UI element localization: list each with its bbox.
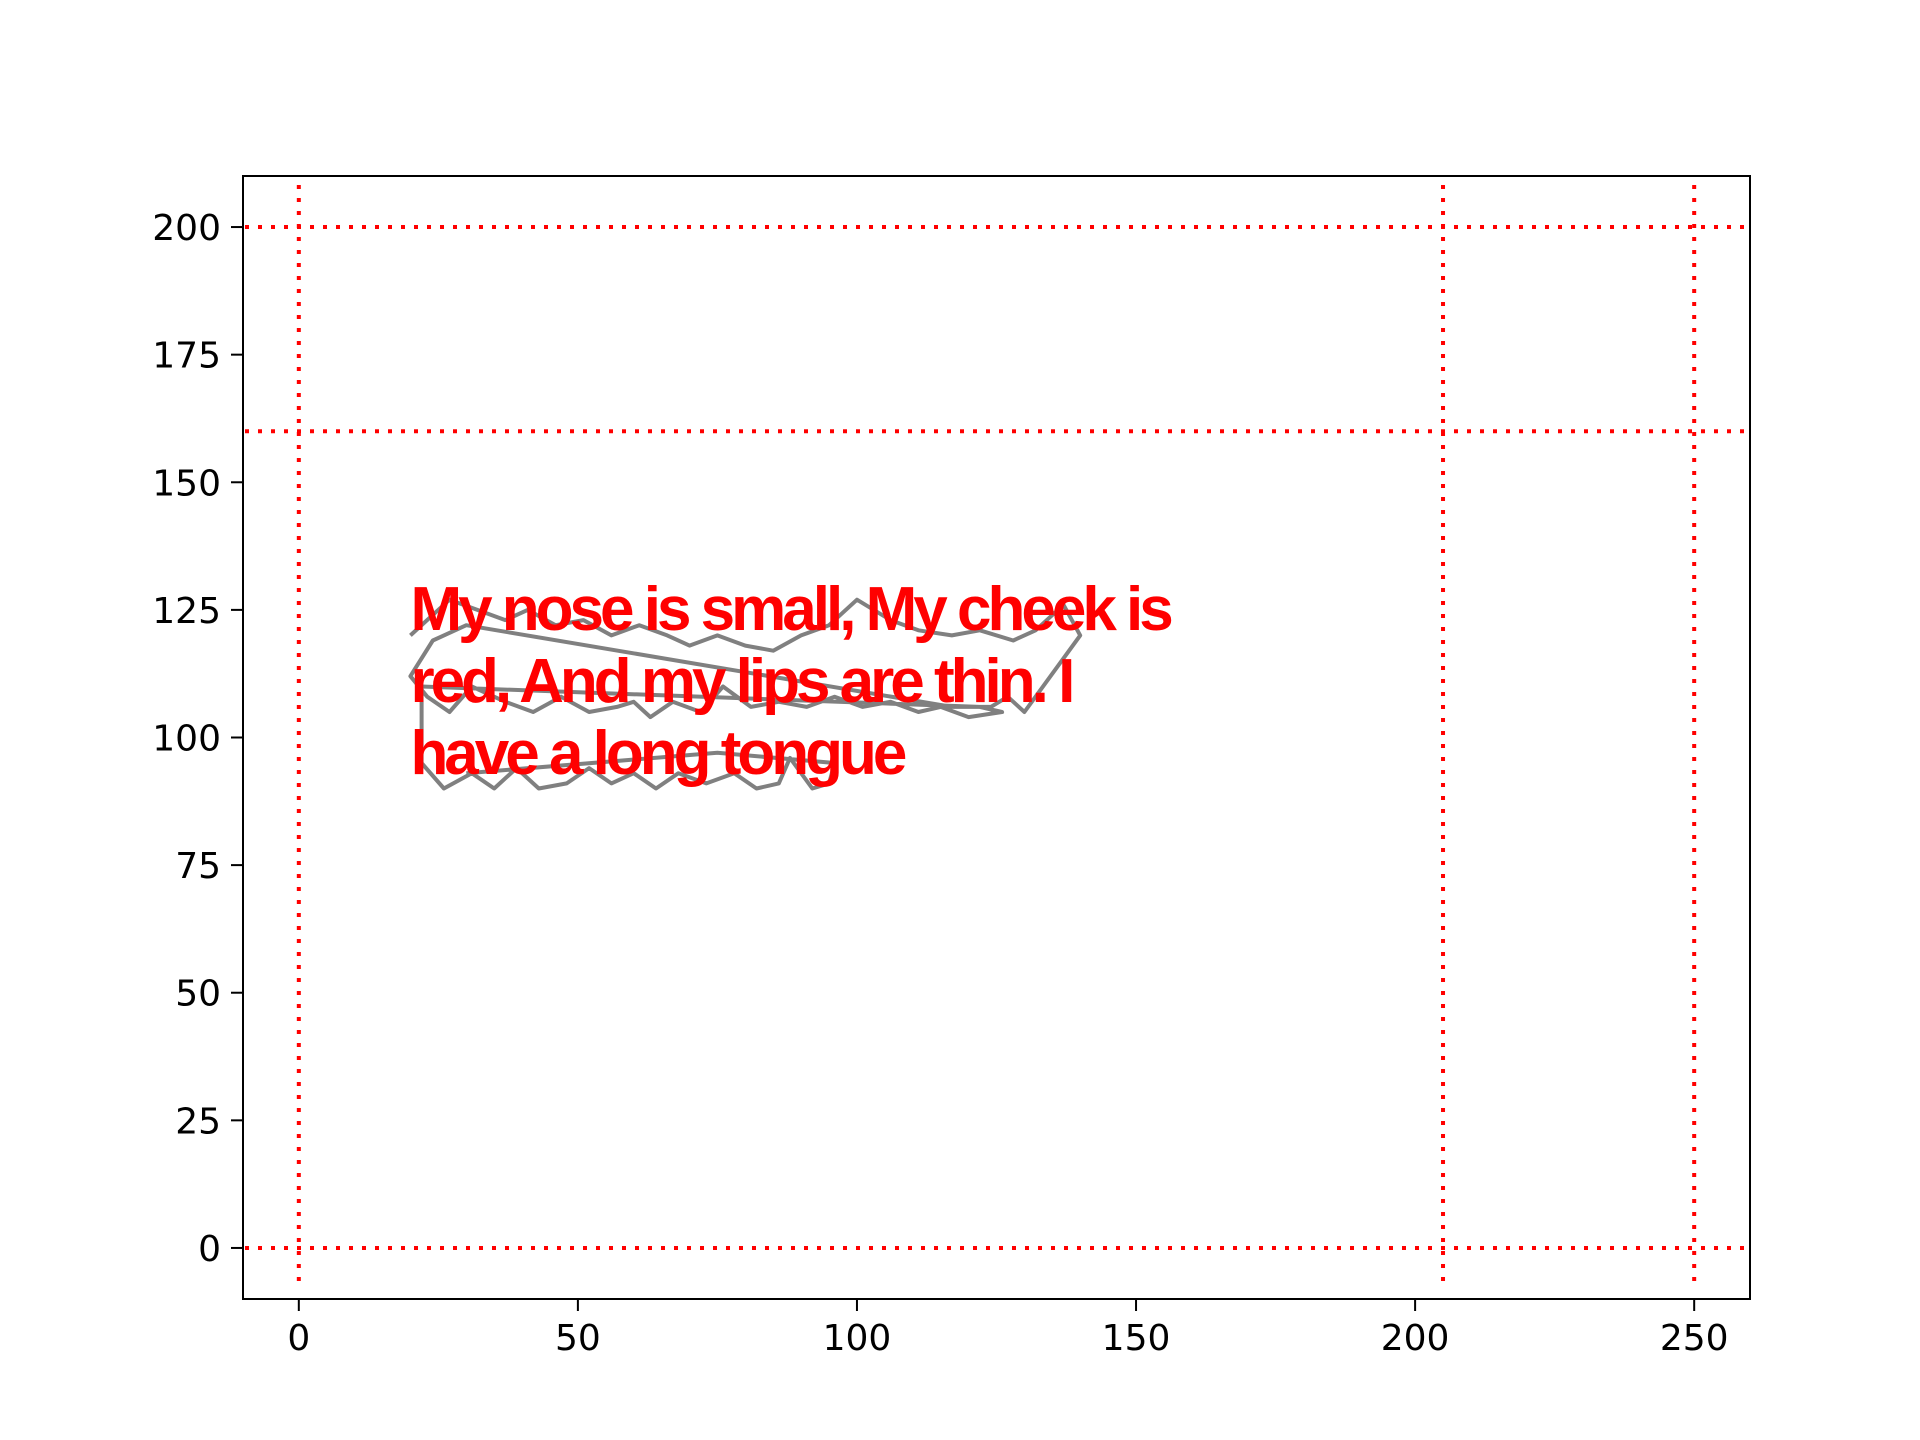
y-tick-label: 175 <box>152 336 221 377</box>
annotation-line: My nose is small, My cheek is <box>410 575 1171 644</box>
annotation-line: have a long tongue <box>410 719 905 788</box>
x-tick-label: 50 <box>555 1318 601 1359</box>
y-tick-label: 25 <box>175 1101 221 1142</box>
x-tick-label: 0 <box>287 1318 310 1359</box>
series-layer <box>408 597 1083 791</box>
y-tick-label: 150 <box>152 463 221 504</box>
y-tick-label: 125 <box>152 591 221 632</box>
y-tick-label: 75 <box>175 846 221 887</box>
y-axis: 0 25 50 75 100 125 150 175 200 <box>152 208 243 1270</box>
y-tick-label: 100 <box>152 719 221 760</box>
annotation-text: My nose is small, My cheek is red, And m… <box>410 575 1183 788</box>
x-tick-label: 250 <box>1660 1318 1729 1359</box>
reference-lines <box>245 185 1748 1290</box>
series-line <box>408 597 1083 791</box>
x-tick-label: 200 <box>1381 1318 1450 1359</box>
x-tick-label: 150 <box>1102 1318 1171 1359</box>
y-tick-label: 0 <box>198 1229 221 1270</box>
y-tick-label: 200 <box>152 208 221 249</box>
y-tick-label: 50 <box>175 974 221 1015</box>
x-axis: 0 50 100 150 200 250 <box>287 1299 1729 1359</box>
x-tick-label: 100 <box>823 1318 892 1359</box>
annotation-line: red, And my lips are thin. I <box>410 647 1072 716</box>
